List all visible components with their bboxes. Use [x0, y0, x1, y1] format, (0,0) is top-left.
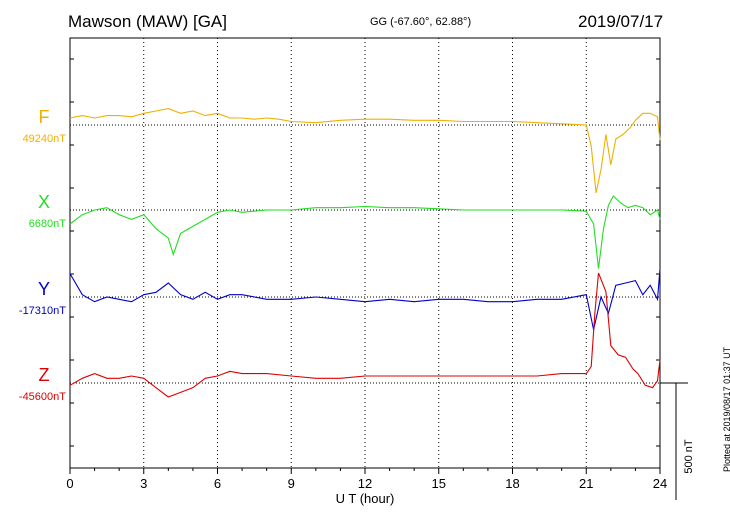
station-coordinates: GG (-67.60°, 62.88°) [370, 16, 472, 28]
x-tick-label-24: 24 [653, 476, 667, 491]
series-baseline-label-X: 6680nT [29, 218, 67, 230]
series-line-Z [69, 272, 661, 398]
plotted-timestamp: Plotted at 2019/08/17 01:37 UT [722, 346, 730, 472]
series-name-X: X [38, 192, 50, 212]
series-name-Y: Y [38, 279, 50, 299]
series-baseline-label-F: 49240nT [23, 133, 67, 145]
chart-title: Mawson (MAW) [GA] [68, 12, 227, 31]
series-line-F [69, 108, 661, 194]
x-tick-label-15: 15 [432, 476, 446, 491]
x-tick-label-21: 21 [579, 476, 593, 491]
x-tick-label-6: 6 [214, 476, 221, 491]
series-baseline-label-Z: -45600nT [19, 391, 66, 403]
series-name-Z: Z [39, 365, 50, 385]
x-tick-label-9: 9 [288, 476, 295, 491]
x-axis-label: U T (hour) [336, 491, 395, 506]
series-baseline-label-Y: -17310nT [19, 305, 66, 317]
x-tick-label-12: 12 [358, 476, 372, 491]
series-line-Y [69, 268, 661, 330]
x-tick-label-3: 3 [140, 476, 147, 491]
chart-date: 2019/07/17 [578, 12, 664, 31]
x-tick-label-18: 18 [505, 476, 519, 491]
scale-bar-label: 500 nT [683, 439, 695, 474]
series-line-X [69, 195, 661, 269]
series-name-F: F [39, 107, 50, 127]
x-tick-label-0: 0 [66, 476, 73, 491]
